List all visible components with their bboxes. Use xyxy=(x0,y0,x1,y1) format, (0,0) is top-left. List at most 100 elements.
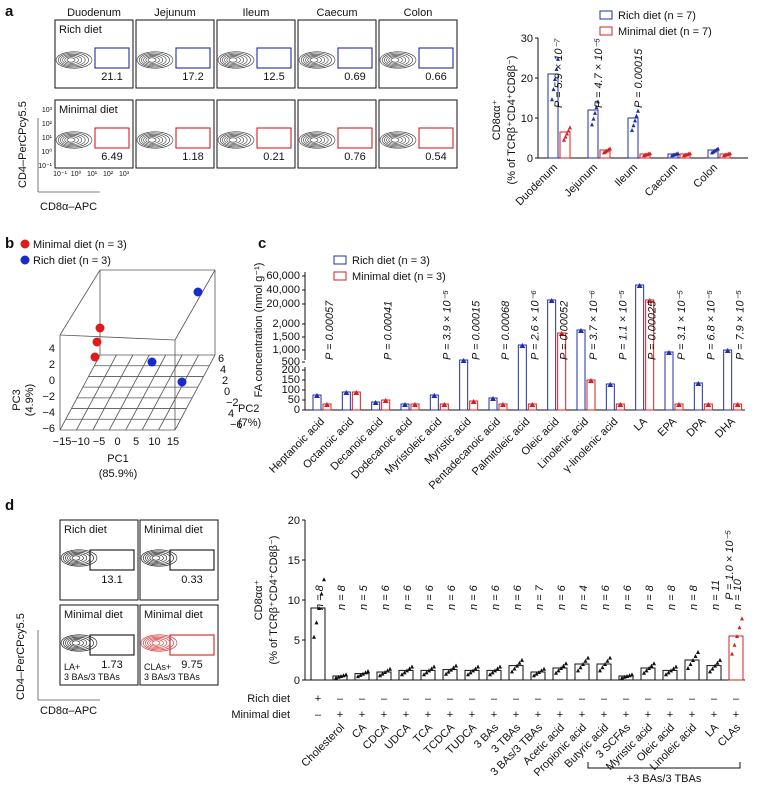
a-bar xyxy=(547,73,559,159)
d-point xyxy=(422,672,426,677)
d-point xyxy=(424,670,429,675)
d-point xyxy=(388,666,392,671)
flow-gate xyxy=(418,47,454,69)
pc2-tick: 4 xyxy=(228,408,234,420)
panel-letter-a: a xyxy=(5,3,14,20)
d-bracket-label: +3 BAs/3 TBAs xyxy=(627,773,702,785)
c-xtick-label: DPA xyxy=(685,415,709,439)
d-flow-sub1: CLAs+ xyxy=(144,662,171,672)
contour-ring xyxy=(136,131,174,149)
c-bar xyxy=(459,359,469,411)
d-point xyxy=(674,664,678,669)
pc1-tick: 5 xyxy=(133,436,139,448)
contour-ring xyxy=(140,634,178,652)
contour-ring xyxy=(228,137,238,143)
c-point xyxy=(588,378,594,383)
c-point xyxy=(646,298,653,303)
flow-gate xyxy=(337,127,373,149)
d-point xyxy=(319,591,324,596)
c-bar xyxy=(547,299,557,411)
d-n-label: n = 10 xyxy=(732,578,744,610)
d-rich-sign: – xyxy=(381,693,388,705)
d-n-label: n = 8 xyxy=(336,584,348,610)
d-minimal-sign: + xyxy=(733,709,739,721)
b-point xyxy=(90,352,100,362)
c-point xyxy=(617,402,624,407)
a-xtick-label: Caecum xyxy=(643,162,680,199)
d-rich-sign: – xyxy=(403,693,410,705)
c-ytick-label: 20,000 xyxy=(266,298,300,310)
c-point xyxy=(500,402,506,407)
pc2-label: PC2 xyxy=(238,403,259,415)
d-minimal-sign: + xyxy=(601,709,607,721)
contour-ring xyxy=(228,57,238,63)
flow-plot-frame xyxy=(378,19,458,89)
c-pvalue: P = 3.7 × 10⁻⁶ xyxy=(588,290,600,360)
d-rich-row-label: Rich diet xyxy=(247,693,290,705)
d-ytick-label: 10 xyxy=(288,595,300,607)
d-point xyxy=(652,661,656,666)
gate-percent: 0.54 xyxy=(425,151,446,163)
d-point xyxy=(317,606,321,610)
gate-percent: 0.69 xyxy=(344,71,365,83)
c-point xyxy=(724,348,731,353)
d-point xyxy=(603,662,607,666)
a-legend-label: Minimal diet (n = 7) xyxy=(618,26,712,38)
flow-plot-frame xyxy=(135,99,215,169)
pc2-tick: 6 xyxy=(218,353,224,365)
c-point xyxy=(578,328,584,333)
contour-ring xyxy=(386,135,407,145)
contour-ring xyxy=(379,51,417,69)
contour-ring xyxy=(141,133,167,147)
a-point xyxy=(563,134,568,139)
b-box-edge xyxy=(174,354,216,431)
x-tick: 10⁰ xyxy=(71,170,82,178)
d-minimal-sign: + xyxy=(535,709,541,721)
contour-ring xyxy=(309,137,319,143)
a-bar-ylabel2: (% of TCRβ⁺CD4⁺CD8β⁻) xyxy=(506,56,518,185)
c-bar xyxy=(693,382,703,411)
pc2-tick: 4 xyxy=(220,364,226,376)
c-pvalue: P = 0.00068 xyxy=(500,300,512,360)
d-point xyxy=(383,670,387,674)
c-ytick-label: 0 xyxy=(294,404,300,416)
d-point xyxy=(740,616,744,621)
d-point xyxy=(534,671,539,676)
contour-ring xyxy=(226,136,241,144)
d-point xyxy=(466,672,470,677)
b-point xyxy=(95,323,105,333)
a-point xyxy=(636,108,640,113)
pc2-pct: (7%) xyxy=(238,417,261,429)
b-box-edge xyxy=(59,269,101,336)
gate-percent: 0.76 xyxy=(344,151,365,163)
panel-c-fa-chart: 60,00040,00020,0002,0001,5001,0005002001… xyxy=(253,255,747,492)
x-tick: 10⁻¹ xyxy=(53,171,67,178)
d-rich-sign: – xyxy=(469,693,476,705)
d-n-label: n = 6 xyxy=(622,584,634,610)
pc2-tick: 2 xyxy=(222,375,228,387)
d-point xyxy=(605,658,610,663)
d-point xyxy=(410,664,414,669)
d-point xyxy=(718,657,722,662)
d-n-label: n = 8 xyxy=(688,584,700,610)
d-point xyxy=(642,670,646,675)
c-legend-label: Rich diet (n = 3) xyxy=(352,255,430,267)
d-point xyxy=(713,663,717,668)
d-point xyxy=(576,668,580,673)
c-ytick-label: 2,000 xyxy=(272,318,300,330)
c-ytick-label: 50 xyxy=(288,394,300,406)
pc3-tick: −6 xyxy=(42,423,55,435)
d-point xyxy=(361,671,365,676)
gate-percent: 21.1 xyxy=(101,71,122,83)
d-point xyxy=(696,650,700,654)
d-ytick-label: 0 xyxy=(294,675,300,687)
d-point xyxy=(512,666,517,671)
flow-contour xyxy=(217,51,255,69)
c-point xyxy=(470,399,477,404)
d-n-label: n = 6 xyxy=(380,584,392,610)
d-point xyxy=(644,668,649,673)
contour-ring xyxy=(71,555,81,561)
d-rich-sign: – xyxy=(689,693,696,705)
contour-ring xyxy=(67,638,88,648)
c-ytick-label: 150 xyxy=(282,374,300,386)
